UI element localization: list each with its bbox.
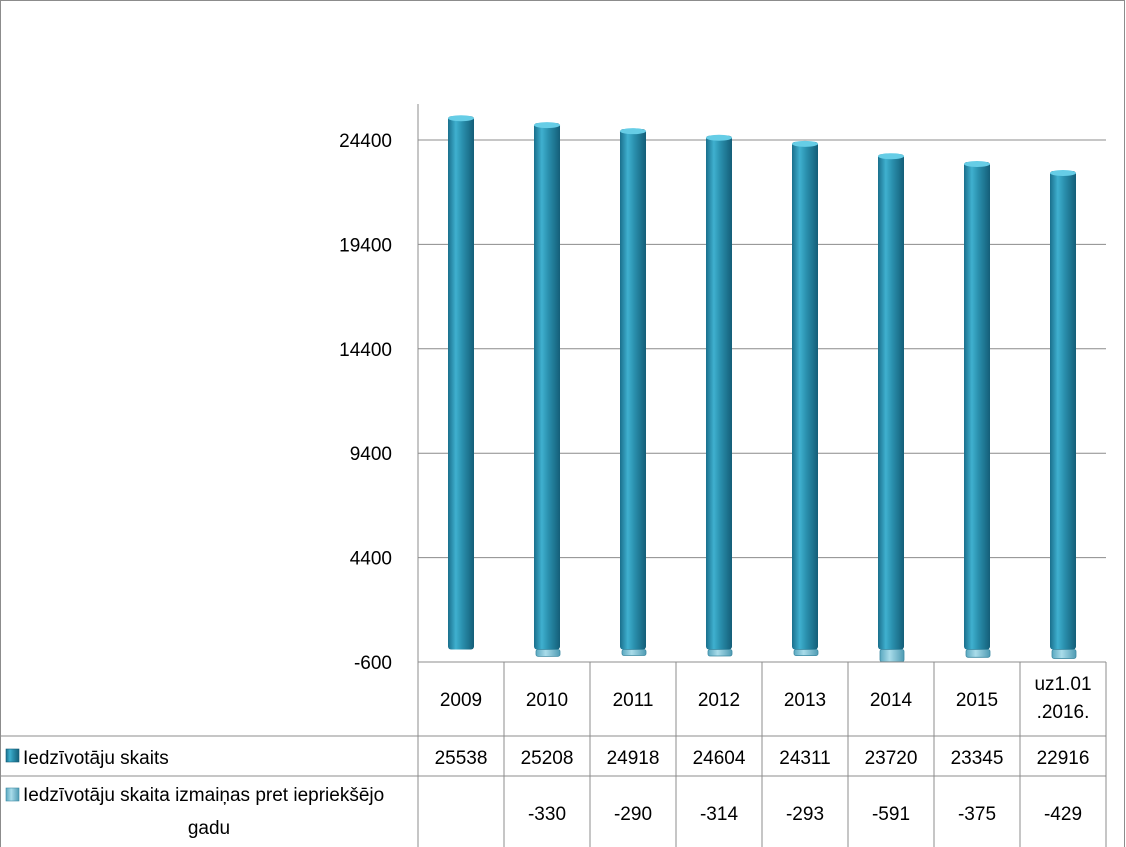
value-cell-izmainas: -591: [872, 804, 910, 825]
series-label-iedzivotaju-skaits: Iedzīvotāju skaits: [23, 748, 169, 769]
x-category-label: 2011: [613, 690, 654, 711]
x-category-label: 2009: [440, 690, 482, 711]
bar-top-highlight: [706, 134, 732, 141]
x-category-label: 2012: [698, 690, 740, 711]
bar-iedzivotaju-skaits: [792, 141, 818, 650]
bar-iedzivotaju-skaits: [448, 116, 474, 650]
value-cell-skaits: 22916: [1037, 748, 1090, 769]
value-cell-izmainas: -330: [528, 804, 566, 825]
y-tick-label: 14400: [339, 340, 392, 361]
y-tick-label: 24400: [339, 131, 392, 152]
bar-top-highlight: [620, 128, 646, 135]
bar-iedzivotaju-skaits: [534, 123, 560, 650]
bar-iedzivotaju-skaits: [878, 154, 904, 650]
value-cell-skaits: 23720: [865, 748, 918, 769]
value-cell-skaits: 25538: [435, 748, 488, 769]
value-cell-izmainas: -314: [700, 804, 738, 825]
value-cell-skaits: 23345: [951, 748, 1004, 769]
y-tick-label: 9400: [350, 444, 392, 465]
x-category-label: 2010: [526, 690, 568, 711]
value-cell-skaits: 24918: [607, 748, 660, 769]
bar-izmainas: [1051, 649, 1077, 659]
bar-iedzivotaju-skaits: [964, 162, 990, 650]
value-cell-skaits: 25208: [521, 748, 574, 769]
value-cell-izmainas: -375: [958, 804, 996, 825]
y-tick-label: 19400: [339, 235, 392, 256]
bar-izmainas: [535, 649, 561, 657]
y-tick-label: 4400: [350, 549, 392, 570]
x-category-label: uz1.01.2016.: [1034, 674, 1091, 723]
value-cell-skaits: 24604: [693, 748, 746, 769]
bar-top-highlight: [964, 161, 990, 168]
bar-top-highlight: [878, 153, 904, 160]
series-label-izmainas: Iedzīvotāju skaita izmaiņas pret iepriek…: [23, 785, 384, 839]
bar-iedzivotaju-skaits: [1050, 170, 1076, 650]
legend-key-iedzivotaju-skaits: [5, 748, 20, 763]
legend-key-izmainas: [5, 787, 20, 802]
bar-top-highlight: [534, 122, 560, 129]
x-category-label: 2014: [870, 690, 913, 711]
bar-izmainas: [707, 649, 733, 657]
bar-top-highlight: [448, 115, 474, 122]
x-category-label: 2015: [956, 690, 998, 711]
bar-izmainas: [965, 649, 991, 658]
y-tick-label: -600: [354, 653, 392, 674]
value-cell-izmainas: -429: [1044, 804, 1082, 825]
bar-iedzivotaju-skaits: [620, 129, 646, 650]
bar-izmainas: [621, 649, 647, 656]
bar-top-highlight: [1050, 169, 1076, 176]
value-cell-izmainas: -290: [614, 804, 652, 825]
bar-izmainas: [879, 649, 905, 663]
bar-top-highlight: [792, 140, 818, 147]
value-cell-izmainas: -293: [786, 804, 824, 825]
bar-izmainas: [793, 649, 819, 656]
value-cell-skaits: 24311: [779, 748, 830, 769]
bar-iedzivotaju-skaits: [706, 135, 732, 650]
x-category-label: 2013: [784, 690, 826, 711]
